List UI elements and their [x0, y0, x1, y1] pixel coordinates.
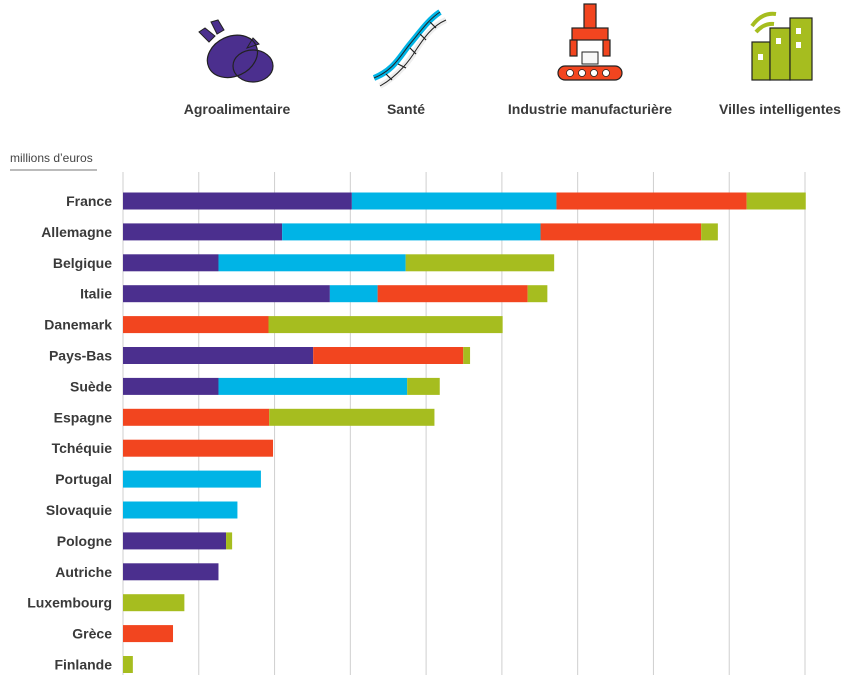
bar-segment [313, 347, 464, 364]
category-label: Tchéquie [52, 440, 113, 456]
bar-segment [351, 192, 557, 210]
category-label: Danemark [44, 317, 112, 333]
category-label: Italie [80, 286, 112, 302]
category-label: Allemagne [41, 224, 112, 240]
legend-label-villes: Villes intelligentes [719, 101, 841, 117]
legend-label-agroalimentaire: Agroalimentaire [184, 101, 291, 117]
legend-label-industrie: Industrie manufacturière [508, 101, 672, 117]
bar-segment [123, 285, 330, 303]
bar-segment [123, 316, 269, 334]
bar-segment [701, 223, 718, 241]
bar-segment [123, 408, 270, 426]
category-label: Luxembourg [27, 595, 112, 611]
category-label: France [66, 193, 112, 209]
category-label: Finlande [54, 657, 112, 673]
bar-segment [377, 285, 528, 303]
bar-segment [123, 470, 261, 488]
category-label: Belgique [53, 255, 112, 271]
category-label: Portugal [55, 471, 112, 487]
category-label: Grèce [72, 626, 112, 642]
pig-icon [198, 19, 274, 83]
bar-segment [329, 285, 378, 303]
category-label: Suède [70, 378, 112, 394]
bar-segment [463, 347, 471, 364]
bar-segment [556, 192, 747, 210]
bar-segment [123, 254, 219, 272]
bar-segment [407, 377, 440, 395]
unit-label: millions d’euros [10, 151, 93, 165]
category-label: Slovaquie [46, 502, 112, 518]
category-labels: France Allemagne Belgique Italie Danemark Pay… [27, 193, 112, 673]
bar-segment [123, 377, 219, 395]
bar-segment [123, 594, 185, 612]
bar-segment [123, 439, 274, 457]
legend-label-sante: Santé [387, 101, 425, 117]
bar-segment [123, 532, 227, 550]
bar-segment [405, 254, 555, 272]
bar-segment [527, 285, 548, 303]
smart-city-buildings-icon [750, 11, 813, 81]
bar-segment [268, 316, 503, 334]
bar-segment [123, 656, 133, 673]
bar-segment [123, 563, 219, 581]
bar-segment [218, 377, 408, 395]
bar-segment [123, 625, 174, 643]
category-label: Autriche [55, 564, 112, 580]
bar-segment [218, 254, 406, 272]
dna-icon [372, 9, 448, 89]
bar-segment [540, 223, 702, 241]
bar-segment [123, 501, 238, 519]
bars [123, 192, 806, 673]
bar-segment [746, 192, 806, 210]
category-label: Espagne [54, 409, 113, 425]
bar-segment [123, 192, 352, 210]
bar-segment [123, 347, 314, 364]
bar-segment [269, 408, 435, 426]
bar-segment [123, 223, 283, 241]
bar-segment [282, 223, 541, 241]
robot-arm-conveyor-icon [557, 3, 623, 81]
bar-segment [226, 532, 233, 550]
category-label: Pays-Bas [49, 348, 112, 364]
category-label: Pologne [57, 533, 112, 549]
